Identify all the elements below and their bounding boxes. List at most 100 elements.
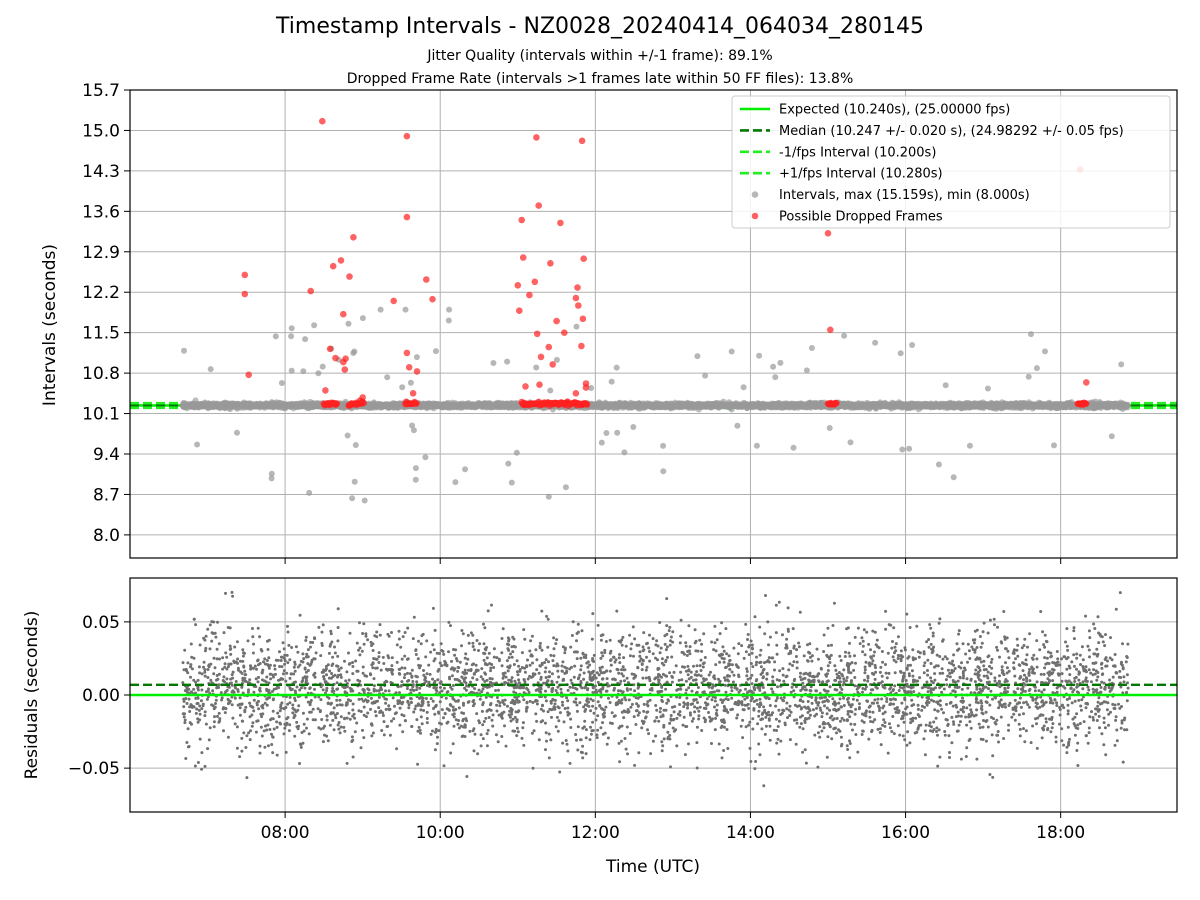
residual-point <box>618 760 622 764</box>
residual-point <box>494 733 498 737</box>
residual-point <box>589 709 593 713</box>
dropped-frame-point <box>514 282 522 289</box>
residual-point <box>798 610 802 614</box>
residual-point <box>936 733 939 737</box>
interval-point <box>194 441 201 448</box>
residual-point <box>990 733 994 737</box>
interval-point <box>446 306 453 313</box>
interval-point <box>505 460 512 467</box>
dropped-frame-point <box>516 307 523 315</box>
interval-point <box>808 345 815 351</box>
residual-point <box>751 665 755 669</box>
dropped-frame-point <box>409 390 417 397</box>
interval-point <box>1108 433 1115 440</box>
residual-point <box>436 735 439 739</box>
interval-point <box>1028 331 1034 338</box>
residual-point <box>485 732 489 736</box>
residual-point <box>469 680 472 684</box>
dropped-frame-point <box>340 358 347 366</box>
intervals-x-ticks <box>284 558 1062 564</box>
residual-point <box>1045 656 1049 660</box>
interval-point <box>734 422 741 429</box>
residual-point <box>589 725 592 729</box>
residual-point <box>496 740 500 744</box>
residual-point <box>956 679 960 683</box>
residual-point <box>1013 674 1017 678</box>
interval-point <box>300 368 307 375</box>
residual-point <box>292 665 296 669</box>
dropped-frame-point <box>578 137 586 145</box>
dropped-frame-point <box>549 361 556 368</box>
residual-point <box>875 638 879 642</box>
residual-point <box>629 705 633 709</box>
dropped-frame-point <box>332 354 339 362</box>
intervals-plot: 8.08.79.410.110.811.512.212.913.614.315.… <box>40 81 1178 564</box>
residual-point <box>398 691 401 695</box>
interval-point <box>906 445 913 452</box>
dropped-frame-point <box>359 394 367 401</box>
dropped-frame-point <box>572 294 580 302</box>
interval-point <box>407 379 414 386</box>
dropped-frame-point <box>337 257 345 264</box>
interval-point <box>562 484 569 491</box>
dropped-frame-point <box>547 260 554 267</box>
legend-label: +1/fps Interval (10.280s) <box>779 167 943 182</box>
legend-label: Possible Dropped Frames <box>779 210 943 225</box>
interval-point <box>1051 442 1057 449</box>
residual-point <box>241 654 245 658</box>
residual-point <box>517 678 521 682</box>
interval-point <box>278 380 285 386</box>
y-tick-label: 13.6 <box>82 202 120 222</box>
residual-point <box>347 651 350 655</box>
interval-point <box>545 493 552 500</box>
residual-point <box>208 726 212 730</box>
interval-point <box>826 425 833 431</box>
residual-point <box>911 648 915 652</box>
residual-point <box>592 711 596 715</box>
dropped-frame-point <box>245 371 252 379</box>
residual-point <box>750 673 754 677</box>
y-tick-label: 12.2 <box>82 283 120 303</box>
y-tick-label: 15.0 <box>82 121 120 141</box>
residual-point <box>477 649 480 652</box>
residual-point <box>359 746 363 750</box>
y-tick-label: 14.3 <box>82 162 120 182</box>
residual-point <box>633 637 637 641</box>
interval-point <box>319 363 326 370</box>
interval-point <box>841 332 848 339</box>
interval-point <box>351 478 358 485</box>
residual-point <box>482 720 486 723</box>
interval-point <box>462 466 469 473</box>
interval-point <box>306 489 313 496</box>
residual-point <box>481 723 485 727</box>
interval-point <box>288 333 295 340</box>
interval-point <box>942 382 949 389</box>
residual-point <box>678 710 682 714</box>
interval-point <box>410 427 417 434</box>
residual-point <box>208 647 212 651</box>
residual-point <box>665 645 669 649</box>
interval-point <box>345 320 352 327</box>
interval-point <box>772 374 779 381</box>
residual-point <box>520 736 524 740</box>
interval-point <box>311 322 318 329</box>
interval-point <box>630 424 637 430</box>
residual-point <box>757 742 761 746</box>
dropped-frame-point <box>326 345 334 353</box>
residual-point <box>828 725 832 729</box>
y-tick-label: 15.7 <box>82 81 120 101</box>
interval-point <box>966 442 973 449</box>
residual-point <box>885 676 889 680</box>
interval-point <box>899 446 906 453</box>
interval-point <box>984 385 991 392</box>
residual-point <box>490 603 493 607</box>
residual-point <box>831 624 835 627</box>
interval-point <box>573 323 580 330</box>
residual-point <box>605 742 609 746</box>
interval-point <box>288 325 295 332</box>
residual-point <box>295 720 299 724</box>
dropped-frame-point <box>533 134 540 141</box>
residual-point <box>510 676 514 680</box>
residual-point <box>968 720 972 724</box>
